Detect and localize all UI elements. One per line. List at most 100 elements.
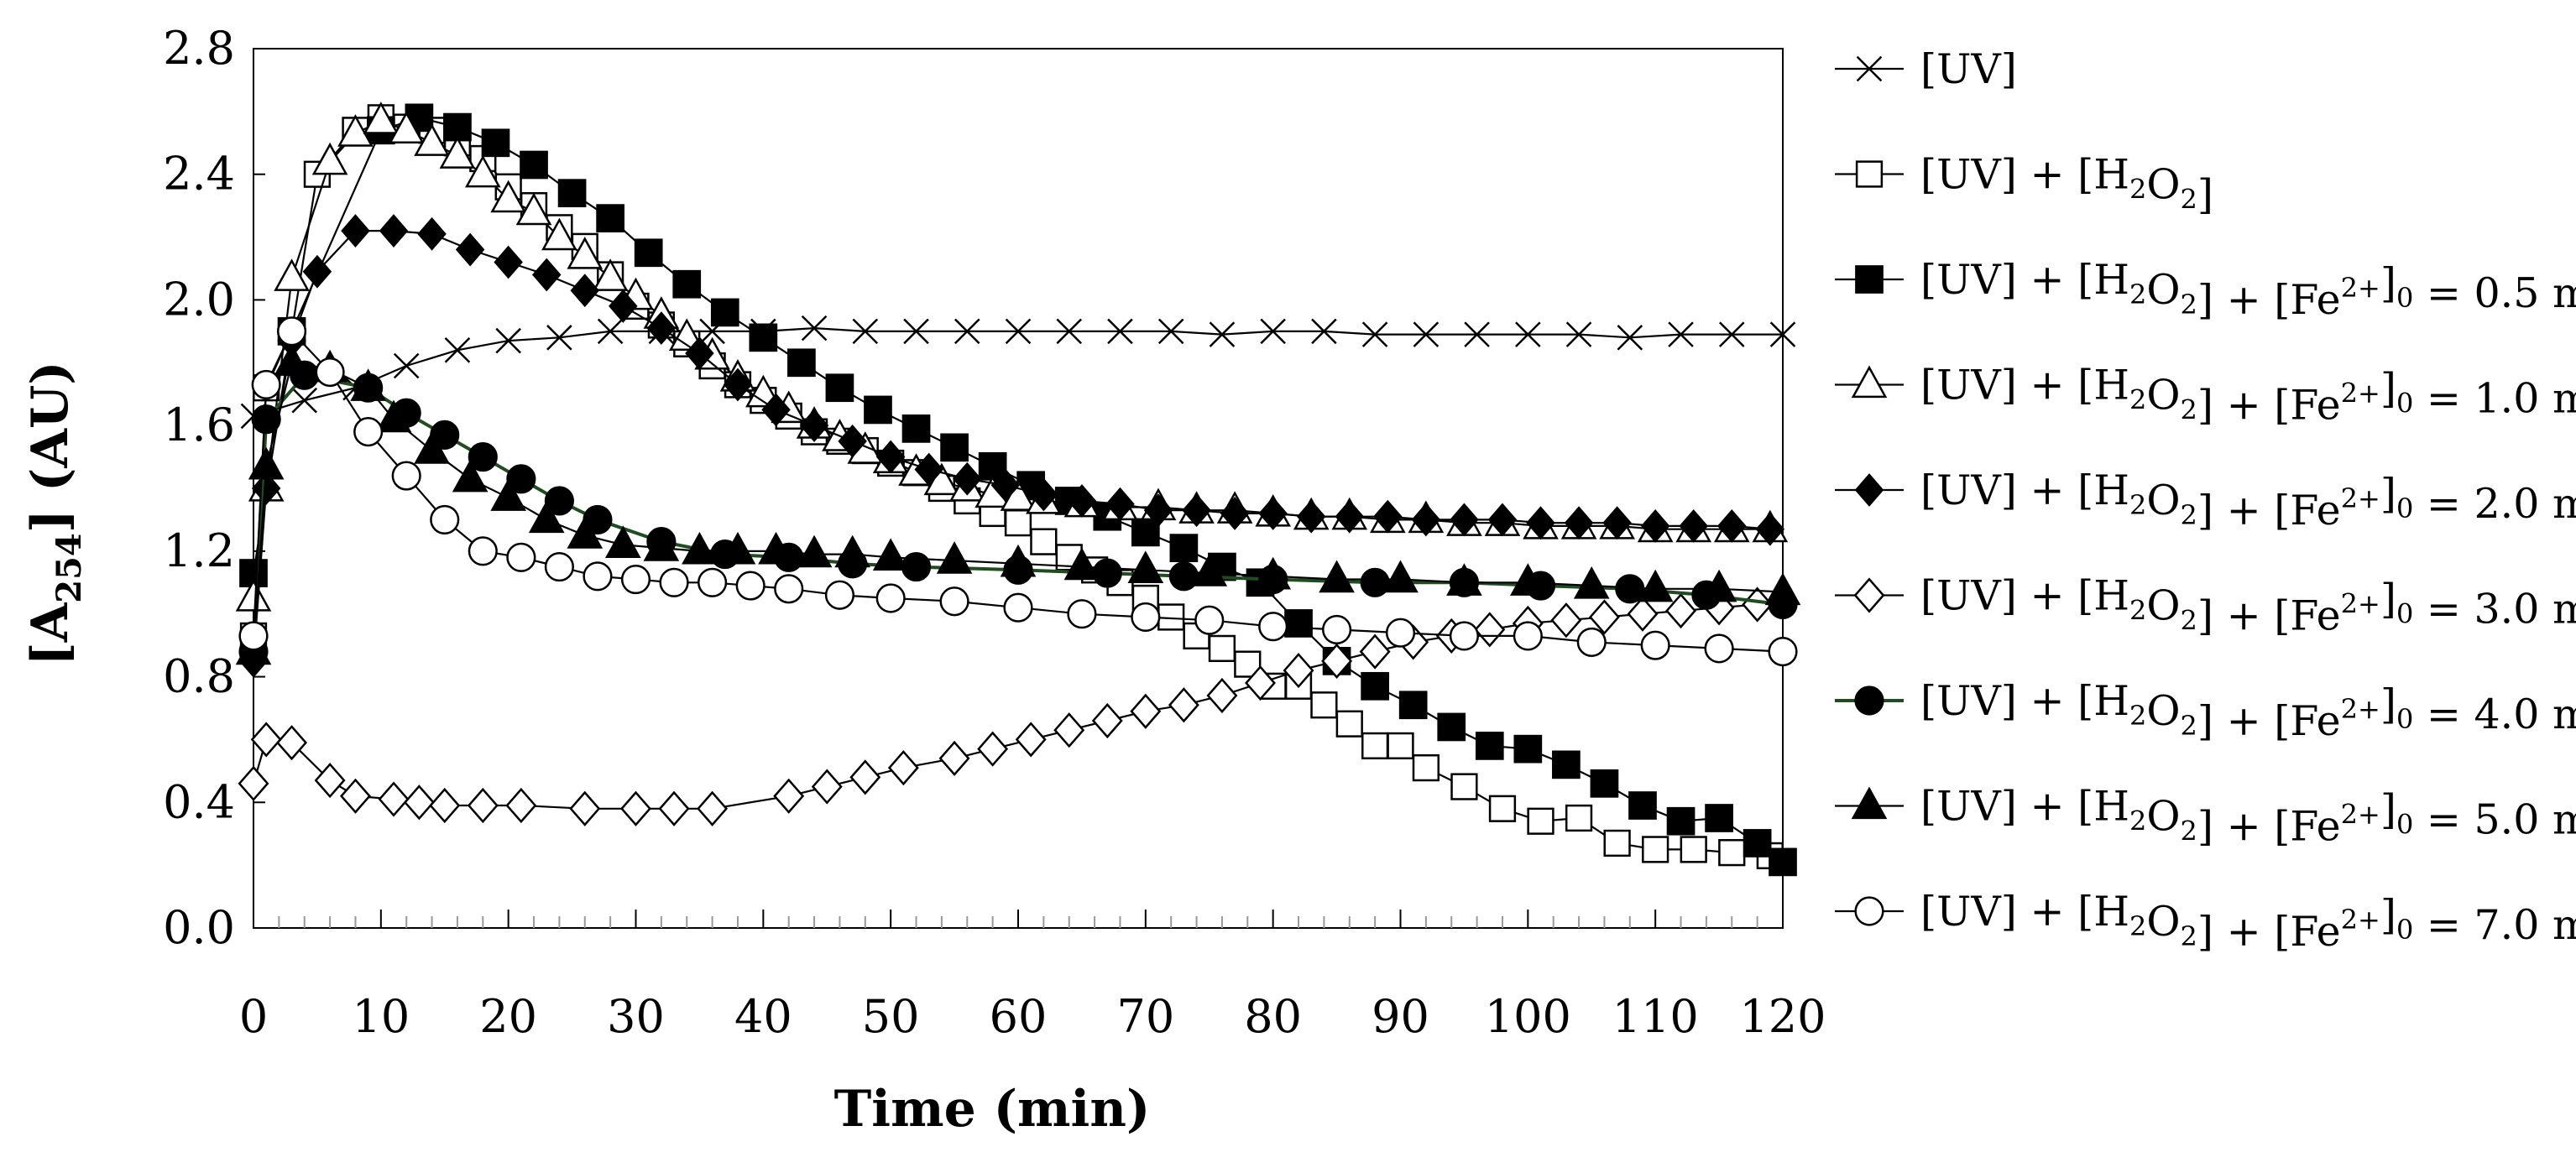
data-point xyxy=(938,740,970,776)
marker-stroke xyxy=(1260,318,1286,345)
data-point xyxy=(872,538,909,571)
data-point xyxy=(1488,795,1517,822)
data-point xyxy=(1015,722,1047,758)
marker-stroke xyxy=(597,318,624,345)
series-1 xyxy=(240,315,1796,430)
data-point xyxy=(251,369,281,400)
data-point xyxy=(1067,599,1097,629)
data-point xyxy=(1515,321,1541,347)
data-point xyxy=(1668,321,1694,347)
data-point xyxy=(490,478,526,511)
data-point xyxy=(834,534,870,568)
marker-stroke xyxy=(291,387,318,414)
data-point xyxy=(1209,321,1236,347)
data-point xyxy=(914,452,943,487)
legend-label-part: 0 xyxy=(2396,809,2413,841)
data-point xyxy=(774,574,804,604)
legend-label-part: 2 xyxy=(2181,499,2197,531)
legend-label-part: O xyxy=(2146,898,2180,946)
legend-label-part: 2 xyxy=(2181,816,2197,847)
data-point xyxy=(1628,791,1657,820)
legend-item-7: [UV] + [H2O2] + [Fe2+]0 = 4.0 mg/L xyxy=(1835,677,2576,745)
y-tick-label: 1.6 xyxy=(163,399,235,451)
legend-label-part: = 0.5 mg/L xyxy=(2413,269,2576,317)
y-tick-label: 0.4 xyxy=(163,775,235,828)
data-point xyxy=(1168,687,1199,723)
data-point xyxy=(685,336,714,370)
data-point xyxy=(468,536,498,566)
x-tick-label: 90 xyxy=(1372,990,1429,1043)
data-point xyxy=(248,446,285,480)
legend-marker xyxy=(1854,473,1884,507)
legend-label: [UV] + [H2O2] + [Fe2+]0 = 4.0 mg/L xyxy=(1920,677,2576,745)
data-point xyxy=(455,232,485,267)
data-point xyxy=(1319,560,1355,593)
data-point xyxy=(1640,509,1670,543)
data-point xyxy=(1637,569,1674,602)
data-point xyxy=(274,258,310,291)
data-point xyxy=(801,315,828,341)
data-point xyxy=(1487,503,1518,537)
data-point xyxy=(467,787,499,824)
data-point xyxy=(1382,560,1419,593)
data-point xyxy=(990,468,1021,503)
legend-label-part: 0 xyxy=(2396,914,2413,946)
data-point xyxy=(276,316,307,347)
data-point xyxy=(597,318,624,345)
data-point xyxy=(1258,497,1288,530)
legend-label-part: [UV] + [H xyxy=(1920,362,2129,409)
legend-label-part: 2 xyxy=(2129,279,2146,310)
series-7 xyxy=(238,360,1798,667)
data-point xyxy=(506,464,536,494)
data-point xyxy=(1005,318,1032,345)
data-point xyxy=(430,504,460,534)
legend-label-part: ] xyxy=(2380,680,2396,728)
marker-stroke xyxy=(1769,321,1796,347)
data-point xyxy=(544,486,574,516)
x-tick-label: 110 xyxy=(1612,990,1699,1043)
x-tick-label: 40 xyxy=(734,990,792,1043)
x-axis: 0 10 20 30 40 50 60 70 80 90 100 110 120 xyxy=(239,910,1826,1043)
data-point xyxy=(1679,509,1708,543)
data-point xyxy=(414,431,450,464)
data-point xyxy=(544,552,574,582)
legend-label-part: 2+ xyxy=(2341,693,2380,725)
legend-label-part: [UV] + [H xyxy=(1920,572,2129,620)
data-point xyxy=(391,461,421,491)
legend-label-part: 2 xyxy=(2181,605,2197,637)
data-point xyxy=(1665,592,1696,629)
data-point xyxy=(439,136,476,169)
data-point xyxy=(723,367,753,402)
legend-label-part: 2 xyxy=(2181,710,2197,742)
legend-label-part: = 3.0 mg/L xyxy=(2413,586,2576,633)
legend-label-part: ] + [Fe xyxy=(2197,592,2341,640)
data-point xyxy=(1450,503,1479,537)
data-point xyxy=(1513,734,1543,764)
legend-item-9: [UV] + [H2O2] + [Fe2+]0 = 7.0 mg/L xyxy=(1835,888,2576,956)
marker-stroke xyxy=(1005,318,1032,345)
legend-label-part: ] xyxy=(2197,171,2213,219)
data-point xyxy=(583,561,613,592)
data-point xyxy=(697,790,729,826)
data-point xyxy=(1310,691,1338,719)
data-point xyxy=(1527,807,1554,835)
data-point xyxy=(875,583,906,613)
data-point xyxy=(546,325,572,351)
data-point xyxy=(1743,829,1772,857)
legend-label: [UV] + [H2O2] + [Fe2+]0 = 1.0 mg/L xyxy=(1920,362,2576,430)
legend-label-part: [UV] + [H xyxy=(1920,467,2129,514)
data-point xyxy=(596,204,624,232)
data-point xyxy=(1449,621,1479,651)
legend-marker xyxy=(1854,896,1884,926)
y-tick-label: 0.0 xyxy=(163,901,235,954)
data-point xyxy=(375,399,412,433)
data-point xyxy=(1413,321,1440,347)
data-point xyxy=(1169,534,1199,562)
legend-item-6: [UV] + [H2O2] + [Fe2+]0 = 3.0 mg/L xyxy=(1835,572,2576,640)
marker-stroke xyxy=(444,337,471,363)
legend-marker xyxy=(1855,265,1884,294)
y-axis-title-main: [A xyxy=(21,602,80,665)
data-point xyxy=(378,781,410,817)
x-tick-label: 20 xyxy=(479,990,537,1043)
